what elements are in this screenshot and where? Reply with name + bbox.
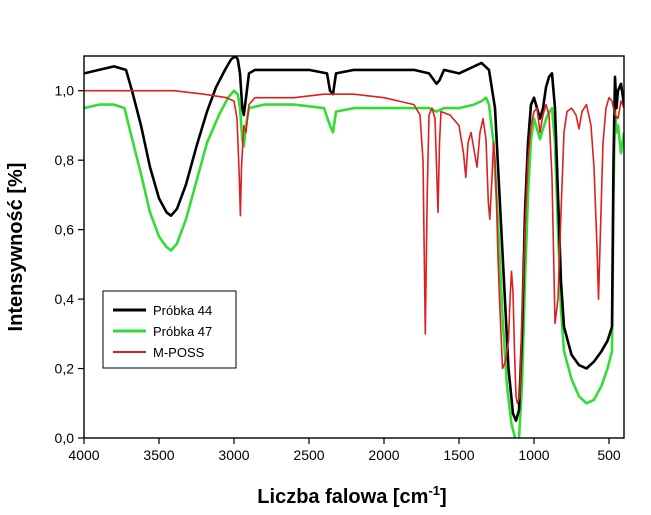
plot-frame [83, 55, 625, 439]
x-tick-label: 3000 [218, 447, 249, 463]
y-tick-label: 1,0 [55, 83, 75, 99]
x-tick-label: 3500 [143, 447, 174, 463]
y-axis-title: Intensywność [%] [5, 163, 27, 332]
series-line-pr-bka-44 [84, 56, 624, 422]
x-tick-label: 4000 [68, 447, 99, 463]
x-tick-label: 500 [597, 447, 621, 463]
x-tick-label: 2000 [368, 447, 399, 463]
x-axis-title-main: Liczba falowa [cm [257, 486, 428, 508]
x-axis-title-superscript: -1 [428, 483, 440, 498]
x-axis-title: Liczba falowa [cm-1] [257, 483, 446, 508]
y-tick-label: 0,2 [55, 361, 75, 377]
series-line-pr-bka-47 [84, 89, 624, 438]
series-layer [84, 56, 624, 438]
y-tick-label: 0,8 [55, 152, 75, 168]
y-tick-label: 0,6 [55, 222, 75, 238]
y-axis: 0,0 0,2 0,4 0,6 0,8 1,0 [55, 83, 84, 446]
legend-label-probka-44: Próbka 44 [153, 303, 212, 318]
legend: Próbka 44 Próbka 47 M-POSS [102, 290, 237, 369]
x-axis: 4000 3500 3000 2500 2000 1500 1000 500 [68, 438, 621, 463]
y-tick-label: 0,0 [55, 430, 75, 446]
legend-label-probka-47: Próbka 47 [153, 324, 212, 339]
y-tick-label: 0,4 [55, 291, 75, 307]
x-tick-label: 1000 [518, 447, 549, 463]
legend-label-m-poss: M-POSS [153, 345, 205, 360]
x-axis-title-end: ] [440, 486, 447, 508]
x-tick-label: 1500 [443, 447, 474, 463]
x-tick-label: 2500 [293, 447, 324, 463]
series-line-m-poss [84, 89, 624, 405]
